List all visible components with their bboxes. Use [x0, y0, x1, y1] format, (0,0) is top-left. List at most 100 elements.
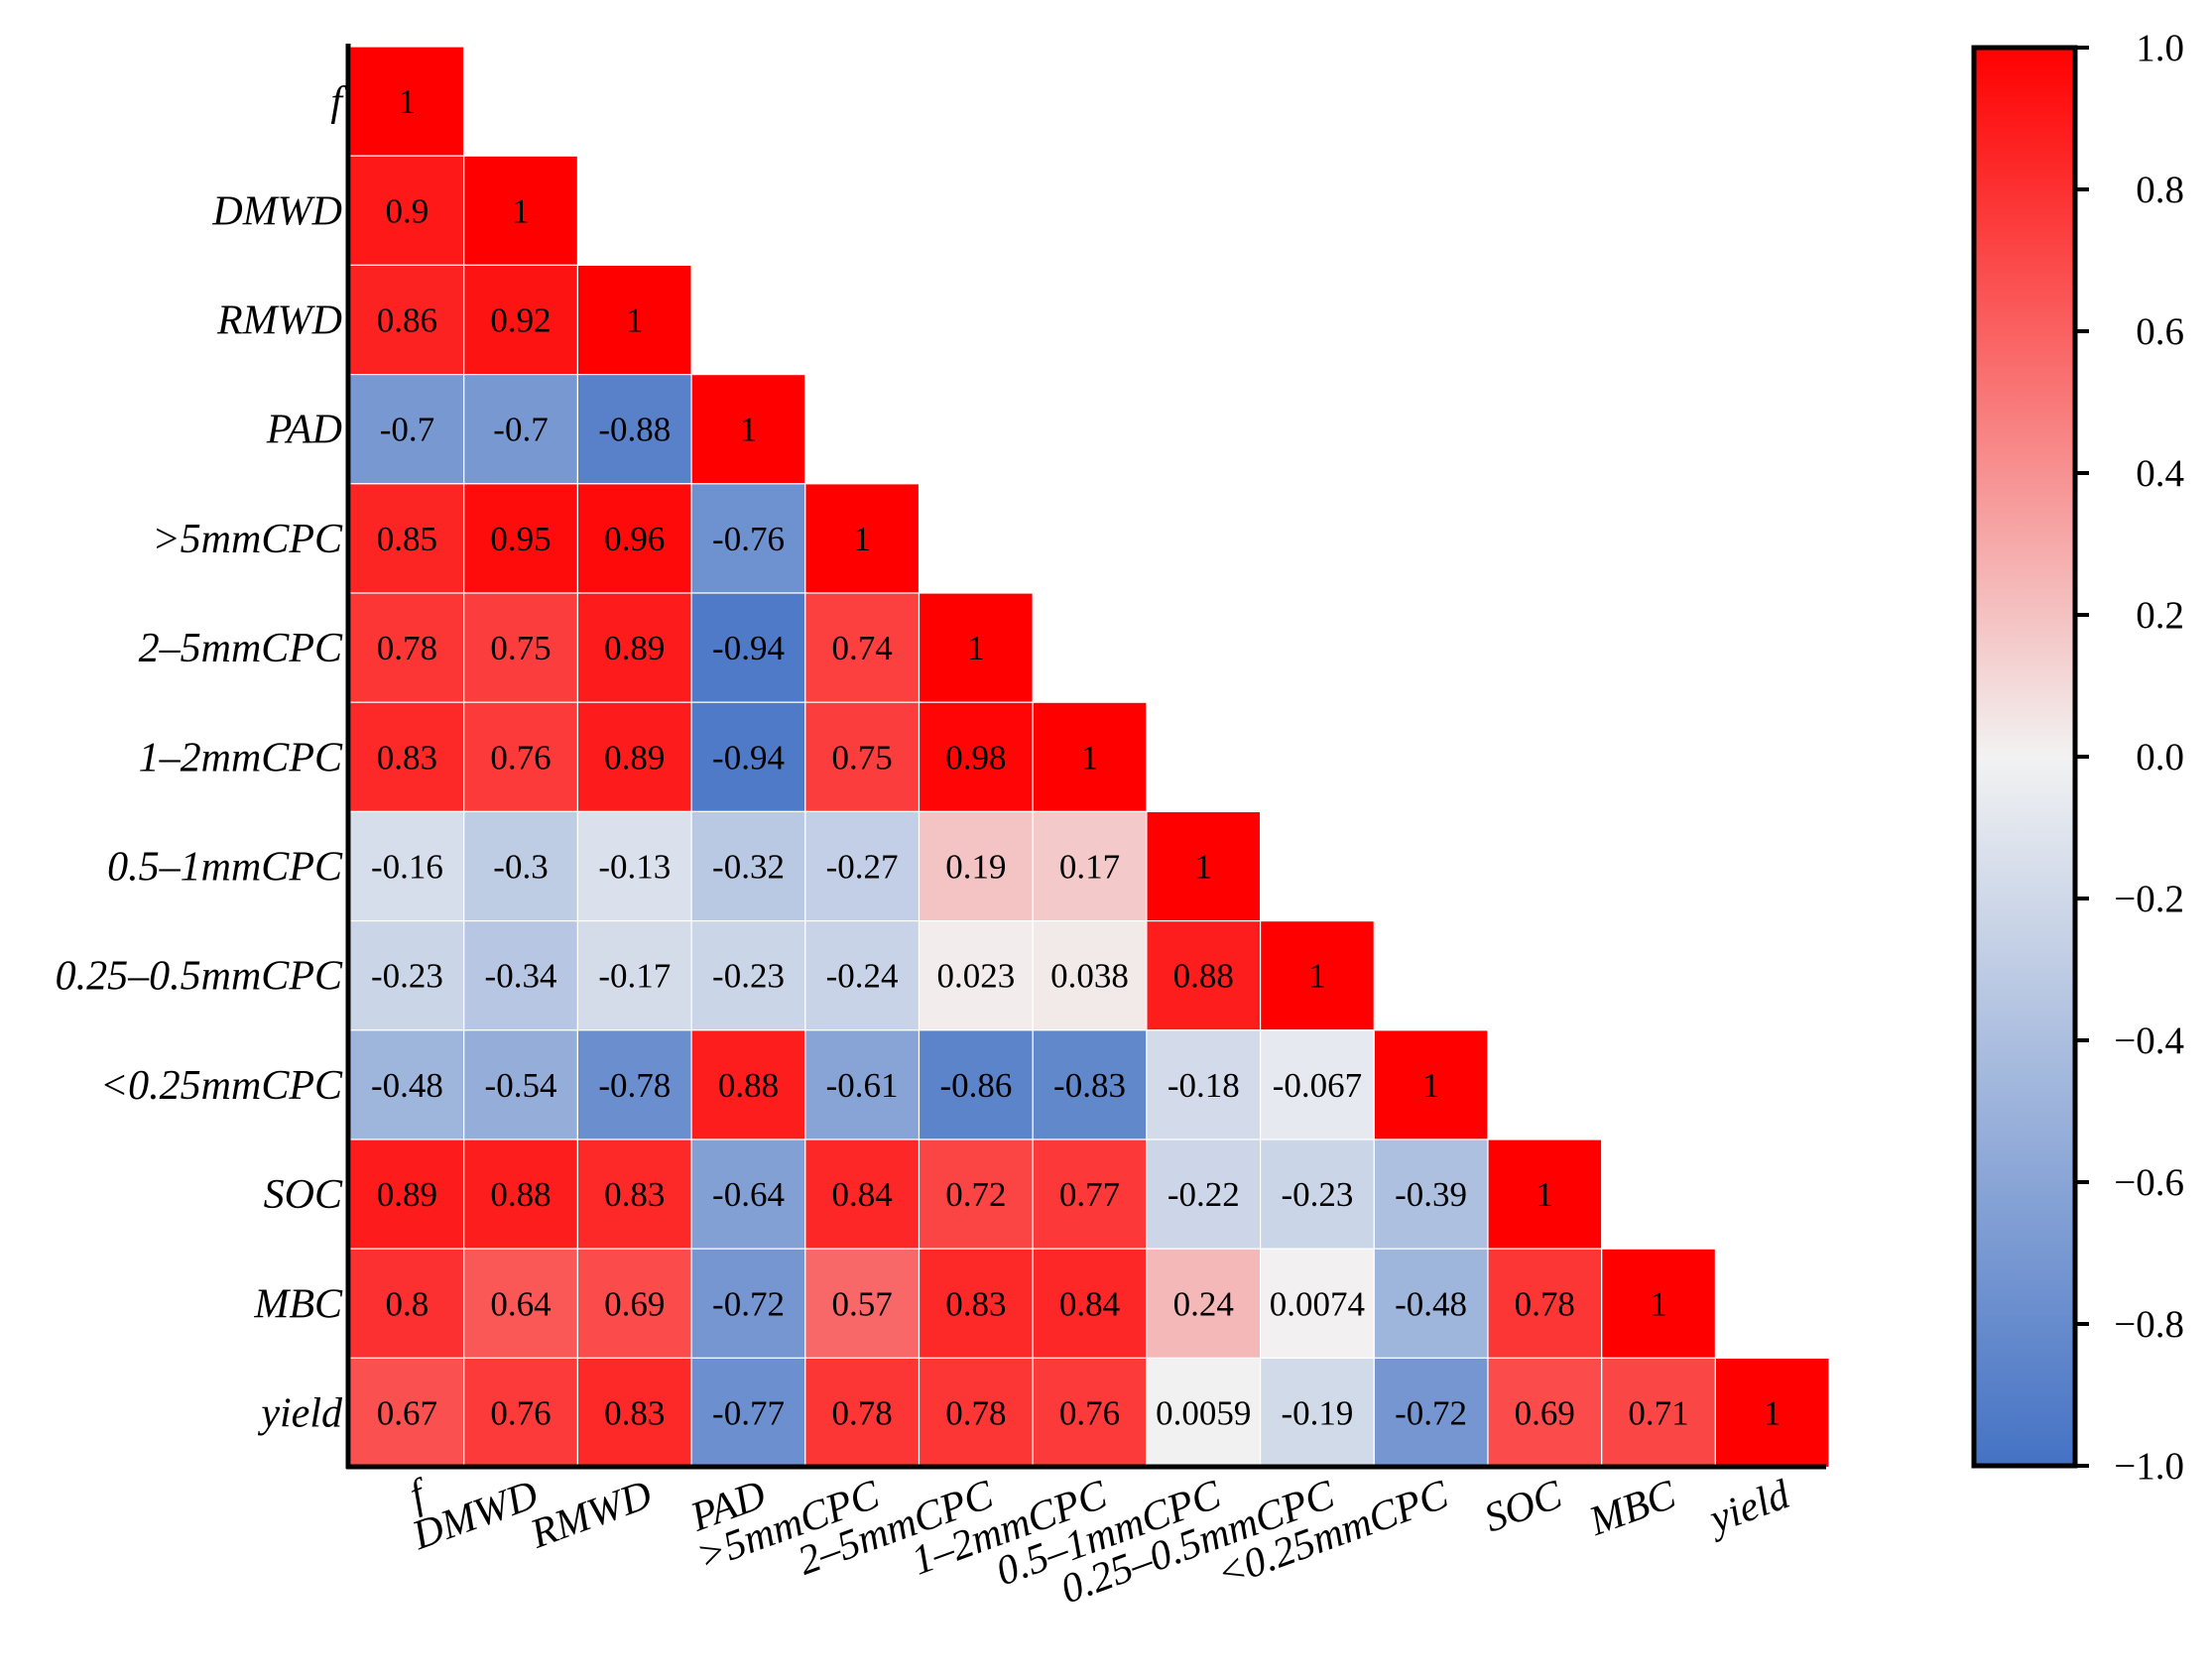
cell-value: 1 — [853, 520, 871, 558]
heatmap-cell — [1714, 1357, 1830, 1469]
cell-value: 1 — [967, 629, 985, 667]
heatmap-cell — [349, 1357, 465, 1469]
cell-value: 0.78 — [945, 1394, 1006, 1433]
cell-value: 0.95 — [490, 520, 551, 558]
heatmap-cell — [463, 592, 579, 703]
cell-value: -0.76 — [712, 520, 785, 558]
heatmap-cell — [349, 264, 465, 376]
cell-value: -0.7 — [380, 411, 434, 449]
row-label: 1–2mmCPC — [139, 735, 343, 780]
cell-value: -0.48 — [1395, 1284, 1467, 1323]
cell-value: 0.88 — [490, 1175, 551, 1214]
heatmap-cell — [349, 1248, 465, 1359]
heatmap-cell — [1487, 1139, 1603, 1250]
cell-value: -0.32 — [712, 848, 785, 887]
row-labels: f DMWD RMWD PAD >5mmCPC 2–5mmCPC 1–2mmCPC 0.5–1… — [56, 79, 348, 1436]
heatmap-cell — [1259, 1139, 1375, 1250]
cell-value: 0.89 — [377, 1175, 437, 1214]
cell-value: 0.24 — [1173, 1284, 1234, 1323]
cell-value: 0.89 — [604, 738, 665, 777]
cell-value: 1 — [740, 411, 758, 449]
cell-value: 0.92 — [490, 301, 551, 340]
cell-value: -0.23 — [1281, 1175, 1353, 1214]
heatmap-cell — [804, 1029, 921, 1140]
heatmap-cell — [1146, 810, 1262, 922]
cell-value: 0.69 — [604, 1284, 665, 1323]
heatmap-cell — [1373, 1357, 1489, 1469]
heatmap-cell — [918, 1357, 1034, 1469]
cell-value: 0.78 — [1515, 1284, 1575, 1323]
cell-value: 0.88 — [718, 1066, 779, 1105]
heatmap-cells: 1 0.9 1 0.86 0.92 1 -0.7 -0.7 -0.88 1 0.85 0.95 0.96… — [349, 46, 1830, 1469]
cell-value: 0.76 — [1059, 1394, 1120, 1433]
heatmap-cell — [576, 810, 692, 922]
colorbar-tick-label: −0.8 — [2114, 1303, 2184, 1346]
cell-value: 1 — [1764, 1394, 1782, 1433]
cell-value: 0.75 — [831, 738, 892, 777]
colorbar-tick-label: 0.6 — [2136, 310, 2184, 353]
row-label: 2–5mmCPC — [139, 626, 343, 671]
cell-value: 0.78 — [831, 1394, 892, 1433]
cell-value: 0.85 — [377, 520, 437, 558]
heatmap-cell — [1259, 919, 1375, 1031]
heatmap-cell — [463, 1248, 579, 1359]
heatmap-cell — [690, 701, 806, 813]
cell-value: -0.19 — [1281, 1394, 1353, 1433]
colorbar-tick-label: 0.0 — [2136, 736, 2184, 779]
heatmap-cell — [576, 592, 692, 703]
heatmap-cell — [576, 264, 692, 376]
heatmap-cell — [1032, 919, 1148, 1031]
cell-value: 0.86 — [377, 301, 437, 340]
cell-value: 0.17 — [1059, 848, 1120, 887]
cell-value: 0.74 — [831, 629, 892, 667]
column-label: MBC — [1582, 1472, 1682, 1545]
cell-value: -0.18 — [1167, 1066, 1240, 1105]
cell-value: 0.0059 — [1156, 1394, 1251, 1433]
column-label: yield — [1700, 1472, 1796, 1544]
heatmap-cell — [1032, 701, 1148, 813]
heatmap-cell — [1032, 810, 1148, 922]
cell-value: -0.23 — [712, 957, 785, 996]
cell-value: -0.86 — [939, 1066, 1012, 1105]
cell-value: -0.27 — [826, 848, 899, 887]
cell-value: -0.16 — [371, 848, 443, 887]
row-label: 0.5–1mmCPC — [107, 845, 343, 891]
row-label: yield — [257, 1391, 343, 1437]
cell-value: -0.94 — [712, 738, 785, 777]
colorbar-tick-label: 0.8 — [2136, 169, 2184, 211]
heatmap-cell — [349, 701, 465, 813]
cell-value: 1 — [1195, 848, 1213, 887]
heatmap-cell — [1146, 1029, 1262, 1140]
cell-value: -0.94 — [712, 629, 785, 667]
cell-value: 0.77 — [1059, 1175, 1120, 1214]
cell-value: 0.83 — [604, 1394, 665, 1433]
heatmap-cell — [1373, 1248, 1489, 1359]
cell-value: 0.023 — [937, 957, 1016, 996]
cell-value: 1 — [1536, 1175, 1554, 1214]
heatmap-cell — [463, 701, 579, 813]
heatmap-cell — [349, 1139, 465, 1250]
cell-value: 0.83 — [604, 1175, 665, 1214]
row-label: RMWD — [216, 299, 342, 344]
colorbar-tick-label: −0.6 — [2114, 1161, 2184, 1204]
cell-value: -0.72 — [712, 1284, 785, 1323]
cell-value: -0.22 — [1167, 1175, 1240, 1214]
cell-value: -0.77 — [712, 1394, 785, 1433]
colorbar-tick-label: −0.2 — [2114, 878, 2184, 920]
heatmap-cell — [349, 810, 465, 922]
row-label: PAD — [266, 408, 342, 453]
heatmap-cell — [1259, 1029, 1375, 1140]
cell-value: -0.64 — [712, 1175, 785, 1214]
cell-value: -0.13 — [598, 848, 671, 887]
heatmap-cell — [918, 701, 1034, 813]
cell-value: 0.67 — [377, 1394, 437, 1433]
row-label: 0.25–0.5mmCPC — [56, 954, 343, 1000]
heatmap-cell — [1373, 1029, 1489, 1140]
cell-value: -0.39 — [1395, 1175, 1467, 1214]
heatmap-cell — [349, 919, 465, 1031]
heatmap-cell — [1487, 1357, 1603, 1469]
heatmap-cell — [690, 1029, 806, 1140]
column-label: DMWD — [406, 1472, 544, 1559]
colorbar-gradient — [1971, 45, 2078, 1469]
row-label: <0.25mmCPC — [100, 1063, 343, 1109]
